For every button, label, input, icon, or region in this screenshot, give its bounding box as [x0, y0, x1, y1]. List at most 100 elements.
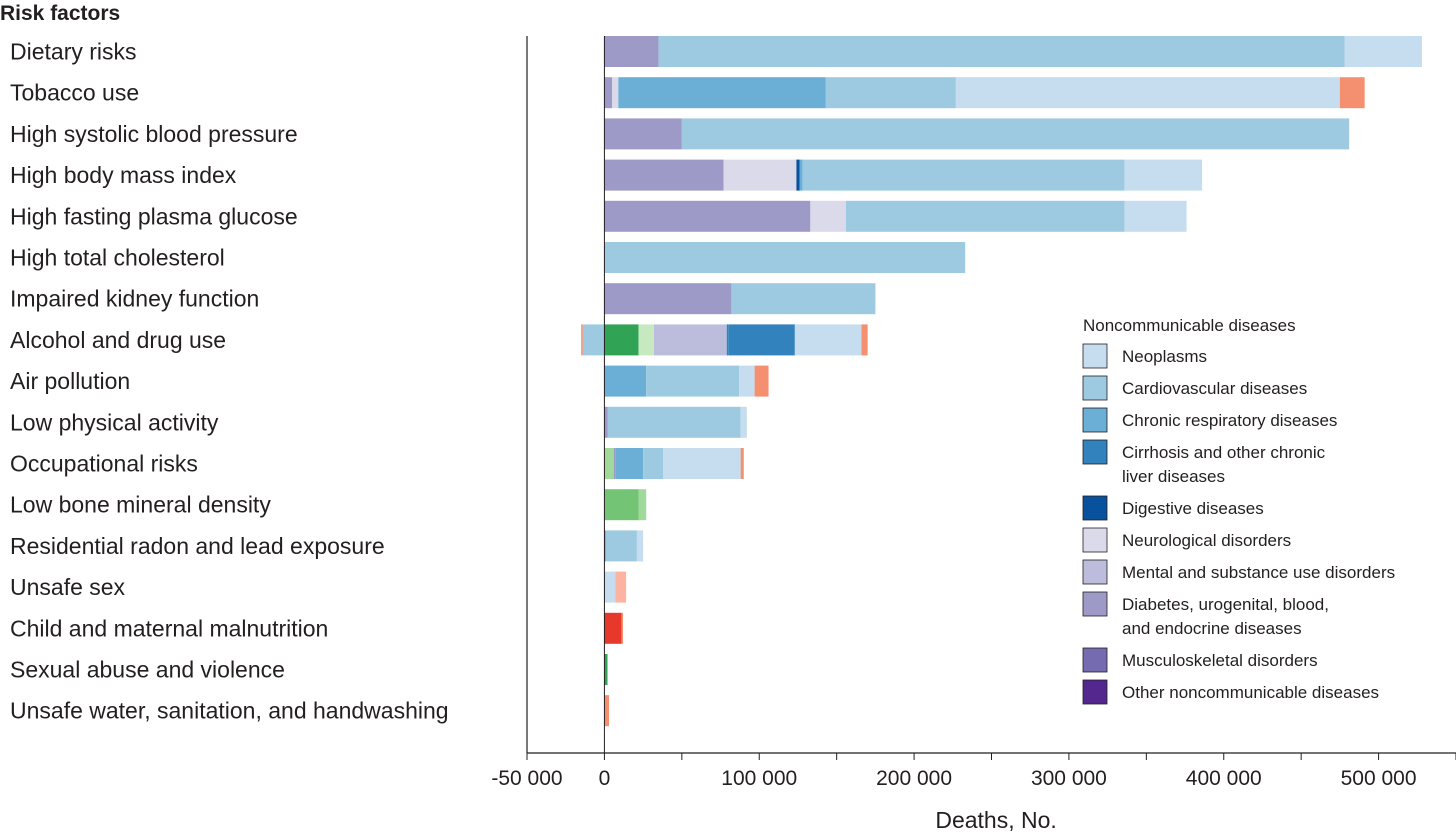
category-label: Unsafe sex: [10, 574, 126, 600]
bar-segment: [604, 489, 639, 521]
row-header: Risk factors: [0, 2, 120, 25]
x-tick-label: 200 000: [876, 767, 952, 790]
legend-title: Noncommunicable diseases: [1083, 316, 1296, 335]
bar-segment: [604, 159, 724, 191]
x-tick-label: -50 000: [491, 767, 562, 790]
x-tick-label: 0: [599, 767, 611, 790]
legend-label: Chronic respiratory diseases: [1122, 411, 1337, 430]
bar-segment: [681, 118, 1350, 150]
bar-segment: [825, 77, 956, 109]
category-label: Unsafe water, sanitation, and handwashin…: [10, 698, 449, 724]
legend-swatch: [1082, 343, 1108, 369]
bar-segment: [658, 36, 1345, 67]
bar-segment: [613, 448, 616, 479]
x-tick-label: 100 000: [721, 767, 797, 790]
bar-segment: [615, 448, 644, 479]
category-label: Sexual abuse and violence: [10, 657, 285, 683]
bar-segment: [739, 365, 755, 397]
bar-segment: [636, 530, 644, 562]
bar-segment: [604, 77, 613, 109]
category-label: High total cholesterol: [10, 245, 225, 271]
category-label: Low bone mineral density: [10, 492, 271, 518]
bar-segment: [604, 36, 659, 67]
legend-label: Musculoskeletal disorders: [1122, 651, 1318, 670]
category-label: Low physical activity: [10, 409, 219, 435]
bar-segment: [794, 324, 862, 356]
bar-segment: [604, 283, 732, 315]
legend-swatch: [1082, 591, 1108, 617]
bar-segment: [604, 118, 682, 150]
category-label: Alcohol and drug use: [10, 327, 226, 353]
bar-segment: [802, 159, 1125, 191]
bar-segment: [638, 324, 654, 356]
bar-segment: [643, 448, 664, 479]
category-label: High body mass index: [10, 162, 237, 188]
legend-swatch: [1082, 527, 1108, 553]
legend-swatch: [1082, 407, 1108, 433]
category-label: High systolic blood pressure: [10, 121, 298, 147]
bar-segment: [581, 324, 583, 356]
bar-segment: [604, 324, 639, 356]
legend-label: Other noncommunicable diseases: [1122, 683, 1379, 702]
bar-segment: [723, 159, 797, 191]
legend-swatch: [1082, 679, 1108, 705]
bar-segment: [604, 200, 811, 232]
bar-segment: [796, 159, 800, 191]
bar-segment: [612, 77, 619, 109]
x-axis-title: Deaths, No.: [935, 807, 1056, 833]
bar-segment: [604, 406, 608, 438]
bar-segment: [604, 612, 622, 644]
bar-segment: [845, 200, 1125, 232]
bar-segment: [731, 283, 876, 315]
category-label: High fasting plasma glucose: [10, 203, 298, 229]
bar-segment: [621, 612, 623, 644]
bar-segment: [605, 530, 637, 562]
category-label: Impaired kidney function: [10, 286, 259, 312]
legend-label: Neoplasms: [1122, 347, 1207, 366]
legend-label: Mental and substance use disorders: [1122, 563, 1395, 582]
legend-label: Digestive diseases: [1122, 499, 1264, 518]
bar-segment: [604, 695, 610, 727]
bar-segment: [810, 200, 846, 232]
legend-swatch: [1082, 559, 1108, 585]
bar-segment: [604, 242, 966, 273]
bar-segment: [604, 571, 616, 603]
bar-segment: [1124, 200, 1187, 232]
category-label: Air pollution: [10, 368, 130, 394]
bar-segment: [728, 324, 795, 356]
bar-segment: [861, 324, 868, 356]
category-label: Tobacco use: [10, 80, 139, 106]
bar-segment: [604, 365, 647, 397]
x-tick-label: 300 000: [1031, 767, 1107, 790]
bar-segment: [604, 654, 608, 685]
bar-segment: [615, 571, 627, 603]
legend-swatch: [1082, 375, 1108, 401]
bar-segment: [604, 530, 606, 562]
bar-segment: [638, 489, 647, 521]
legend-label: Cardiovascular diseases: [1122, 379, 1307, 398]
legend-swatch: [1082, 439, 1108, 465]
bar-segment: [1339, 77, 1365, 109]
bar-segment: [740, 406, 747, 438]
bar-segment: [754, 365, 769, 397]
bar-segment: [663, 448, 741, 479]
legend-swatch: [1082, 495, 1108, 521]
category-label: Occupational risks: [10, 451, 198, 477]
bar-segment: [1344, 36, 1422, 67]
bar-segment: [646, 365, 740, 397]
category-label: Child and maternal malnutrition: [10, 615, 328, 641]
category-label: Residential radon and lead exposure: [10, 533, 385, 559]
bar-segment: [653, 324, 727, 356]
legend-label: and endocrine diseases: [1122, 619, 1302, 638]
legend-label: liver diseases: [1122, 467, 1225, 486]
bar-segment: [740, 448, 744, 479]
bar-segment: [604, 448, 614, 479]
legend-label: Cirrhosis and other chronic: [1122, 443, 1326, 462]
legend-label: Diabetes, urogenital, blood,: [1122, 595, 1329, 614]
legend-label: Neurological disorders: [1122, 531, 1291, 550]
bar-segment: [955, 77, 1340, 109]
bar-segment: [726, 324, 729, 356]
bar-segment: [607, 406, 741, 438]
bar-segment: [1124, 159, 1203, 191]
